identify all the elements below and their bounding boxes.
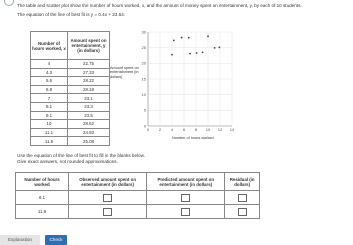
x-tick-label: 8: [195, 127, 198, 132]
check-button[interactable]: Check: [45, 235, 67, 245]
x-tick-label: 4: [171, 127, 174, 132]
table-cell: 9.1: [30, 110, 68, 121]
table-cell: 23.1: [67, 93, 110, 103]
table-cell: 4.3: [30, 67, 68, 78]
x-tick-label: 10: [206, 127, 211, 132]
table-cell: 4: [30, 59, 68, 69]
scatter-point: [213, 46, 216, 49]
table-cell: 6.8: [30, 84, 68, 95]
scatter-point: [201, 51, 204, 54]
y-tick-label: 5: [144, 108, 147, 113]
table-row: 4 22.75: [30, 59, 110, 69]
table-row: 5.6 28.22: [30, 76, 110, 86]
y-tick-label: 15: [142, 76, 147, 81]
instruction: Use the equation of the line of best fit…: [17, 153, 145, 158]
scatter-point: [207, 35, 209, 38]
y-tick-label: 20: [142, 61, 147, 66]
table-cell: 11.1: [30, 127, 68, 138]
y-axis-label: Amount spent on entertainment (in dollar…: [110, 66, 139, 79]
table-row: 7 23.1: [30, 93, 110, 103]
answer-cell: 8.1: [15, 190, 69, 205]
answer-input[interactable]: [237, 193, 247, 202]
table-cell: 8.1: [30, 101, 68, 112]
scatter-point: [172, 39, 175, 42]
table-cell: 22.75: [67, 59, 110, 69]
answer-cell: [224, 204, 260, 219]
table-cell: 24.93: [67, 127, 110, 138]
table-row: 10 28.62: [30, 119, 110, 129]
table-row: 11.1 24.93: [30, 127, 110, 138]
explanation-button[interactable]: Explanation: [0, 235, 40, 245]
table-cell: 28.62: [67, 119, 110, 129]
table-row: 4.3 27.33: [30, 67, 110, 78]
scatter-point: [218, 46, 221, 49]
answer-input[interactable]: [103, 207, 113, 216]
table-row: 9.1 23.5: [30, 110, 110, 121]
answer-cell: [67, 204, 148, 219]
answer-cell: [146, 190, 226, 205]
answer-row: 8.1: [15, 190, 260, 205]
x-axis-label: Number of hours worked: [172, 136, 214, 140]
answer-input[interactable]: [181, 207, 191, 216]
scatter-point: [171, 53, 173, 56]
scatter-point: [187, 36, 190, 39]
table-cell: 28.18: [67, 84, 110, 95]
table-cell: 10: [30, 119, 68, 129]
y-tick-label: 10: [142, 92, 147, 97]
y-tick-label: 30: [142, 29, 147, 34]
table-cell: 27.33: [67, 67, 110, 78]
table-cell: 5.6: [30, 76, 68, 86]
data-table: Number of hours worked, x Amount spent on…: [30, 31, 110, 146]
table-header: Amount spent on entertainment, y (in dol…: [67, 31, 110, 60]
intro-text: The table and scatter plot show the numb…: [17, 3, 302, 8]
x-tick-label: 14: [230, 127, 235, 132]
answer-table: Number of hours worked Observed amount s…: [15, 172, 260, 219]
x-tick-label: 6: [183, 127, 186, 132]
answer-input[interactable]: [237, 207, 247, 216]
table-cell: 28.22: [67, 76, 110, 86]
answer-row: 11.9: [15, 204, 260, 219]
scatter-point: [180, 36, 183, 39]
y-tick-label: 0: [144, 123, 147, 128]
scatter-point: [195, 52, 198, 54]
x-tick-label: 12: [218, 127, 223, 132]
table-row: 8.1 23.3: [30, 101, 110, 112]
answer-header: Observed amount spent on entertainment (…: [67, 172, 148, 191]
y-tick-label: 25: [142, 45, 147, 50]
answer-cell: [67, 190, 148, 205]
x-tick-label: 0: [147, 127, 150, 132]
table-cell: 7: [30, 93, 68, 103]
table-cell: 11.9: [30, 136, 68, 146]
instruction: Give exact answers, not rounded approxim…: [17, 159, 118, 164]
answer-input[interactable]: [181, 193, 191, 202]
table-cell: 25.08: [67, 136, 110, 146]
table-cell: 23.3: [67, 101, 110, 112]
answer-header: Number of hours worked: [15, 172, 69, 191]
answer-header: Residual (in dollars): [224, 172, 260, 191]
x-tick-label: 2: [159, 127, 162, 132]
answer-cell: 11.9: [15, 204, 69, 219]
table-header: Number of hours worked, x: [30, 31, 68, 60]
equation-text: The equation of the line of best fit is …: [17, 12, 126, 17]
answer-header: Predicted amount spent on entertainment …: [146, 172, 226, 191]
table-cell: 23.5: [67, 110, 110, 121]
table-row: 6.8 28.18: [30, 84, 110, 95]
answer-cell: [146, 204, 226, 219]
check-icon: [4, 0, 14, 6]
answer-input[interactable]: [103, 193, 113, 202]
scatter-point: [189, 52, 191, 55]
table-row: 11.9 25.08: [30, 136, 110, 146]
scatter-plot: 0 5 10 15 20 25 30 0 2 4 6 8 10 12 14: [142, 29, 235, 132]
answer-cell: [224, 190, 260, 205]
